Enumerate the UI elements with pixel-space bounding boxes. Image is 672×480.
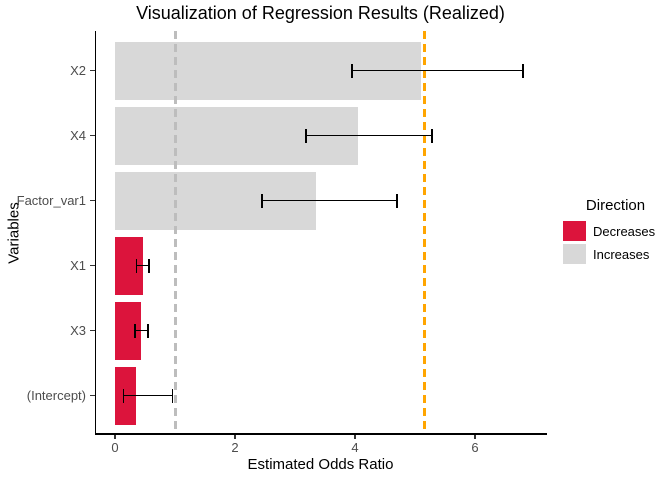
y-tick-mark-x1 — [89, 264, 95, 267]
legend-title: Direction — [585, 197, 646, 214]
y-axis-title: Variables — [5, 202, 23, 264]
legend-label-decreases: Decreases — [593, 223, 656, 239]
error-bar-intercept — [123, 394, 173, 397]
error-bar-cap-high-x4 — [431, 128, 433, 143]
error-bar-cap-high-x1 — [148, 258, 150, 273]
reference-line-1 — [422, 31, 426, 433]
x-tick-label-4: 4 — [351, 440, 359, 455]
chart-title: Visualization of Regression Results (Rea… — [136, 3, 505, 23]
y-tick-mark-factor-var1 — [89, 199, 95, 202]
y-tick-mark-x4 — [89, 134, 95, 137]
x-tick-label-2: 2 — [231, 440, 239, 455]
y-axis-line — [94, 31, 96, 435]
error-bar-x1 — [136, 264, 150, 267]
x-tick-mark-2 — [234, 434, 236, 439]
y-tick-mark-x2 — [89, 69, 95, 72]
legend: Direction Decreases Increases — [563, 197, 668, 267]
x-tick-label-0: 0 — [111, 440, 119, 455]
error-bar-cap-low-x2 — [351, 63, 353, 78]
error-bar-cap-low-intercept — [122, 388, 125, 403]
error-bar-x4 — [305, 134, 432, 137]
legend-label-increases: Increases — [593, 246, 650, 262]
x-axis-title: Estimated Odds Ratio — [247, 456, 394, 473]
x-tick-label-6: 6 — [471, 440, 479, 455]
reference-line-0 — [173, 31, 177, 433]
y-tick-label-x1: X1 — [70, 257, 86, 273]
error-bar-cap-low-x1 — [135, 258, 138, 273]
legend-items: Decreases Increases — [563, 221, 668, 264]
y-tick-mark-x3 — [89, 329, 95, 332]
legend-swatch-increases — [563, 244, 586, 264]
error-bar-cap-high-x2 — [522, 63, 524, 78]
error-bar-cap-low-x4 — [305, 128, 307, 143]
y-tick-label-intercept: (Intercept) — [26, 387, 86, 403]
x-tick-mark-6 — [474, 434, 476, 439]
legend-swatch-decreases — [563, 221, 586, 241]
error-bar-x3 — [134, 329, 148, 332]
error-bar-cap-low-factor-var1 — [261, 193, 263, 208]
y-tick-mark-intercept — [89, 394, 95, 397]
error-bar-factor-var1 — [262, 199, 397, 202]
y-tick-label-x4: X4 — [70, 127, 86, 143]
error-bar-cap-low-x3 — [134, 323, 136, 338]
legend-item-increases: Increases — [563, 244, 668, 264]
x-tick-mark-0 — [114, 434, 116, 439]
x-tick-mark-4 — [354, 434, 356, 439]
x-axis-line — [94, 433, 547, 435]
y-tick-label-factor-var1: Factor_var1 — [16, 192, 86, 208]
legend-item-decreases: Decreases — [563, 221, 668, 241]
error-bar-cap-high-x3 — [147, 323, 149, 338]
y-tick-label-x2: X2 — [70, 62, 86, 78]
error-bar-x2 — [352, 69, 523, 72]
error-bar-cap-high-intercept — [171, 388, 174, 403]
y-tick-label-x3: X3 — [70, 322, 86, 338]
error-bar-cap-high-factor-var1 — [396, 193, 398, 208]
